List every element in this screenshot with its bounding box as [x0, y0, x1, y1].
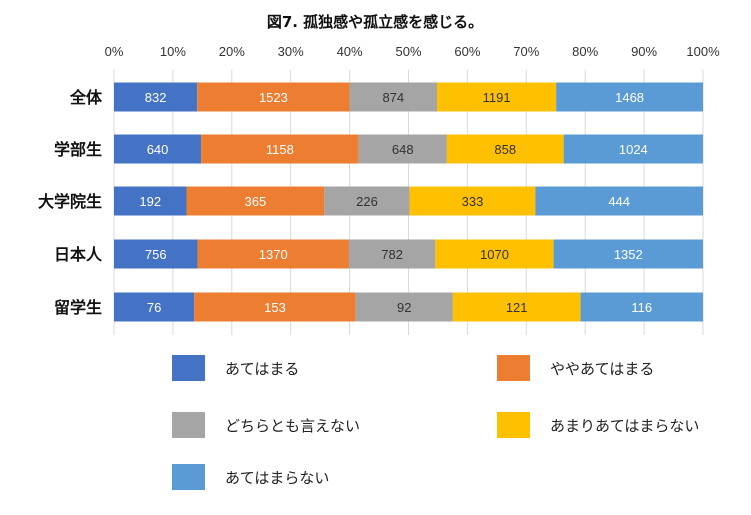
bar-segment: [358, 134, 447, 164]
legend-swatch: [172, 355, 205, 381]
category-label: 日本人: [54, 245, 103, 264]
data-label: 192: [139, 194, 161, 209]
data-label: 444: [608, 194, 630, 209]
data-label: 121: [506, 300, 528, 315]
category-label: 留学生: [54, 298, 102, 317]
bar-segment: [114, 186, 187, 216]
bar-segment: [409, 186, 536, 216]
bar-segment: [435, 239, 554, 269]
data-label: 1070: [480, 247, 509, 262]
legend-item: あまりあてはまらない: [497, 412, 699, 438]
legend-swatch: [172, 464, 205, 490]
bar-segment: [324, 186, 410, 216]
category-label: 全体: [69, 88, 103, 107]
x-tick-label: 80%: [572, 44, 598, 59]
bar-segment: [535, 186, 703, 216]
legend-swatch: [172, 412, 205, 438]
data-label: 832: [145, 90, 167, 105]
bar-segment: [563, 134, 703, 164]
x-tick-label: 10%: [160, 44, 186, 59]
bar-segment: [114, 82, 198, 112]
legend-item: あてはまらない: [172, 464, 329, 490]
x-tick-label: 100%: [686, 44, 720, 59]
data-label: 365: [245, 194, 267, 209]
data-label: 226: [356, 194, 378, 209]
x-tick-label: 40%: [337, 44, 363, 59]
x-axis-ticks: 0% 10% 20% 30% 40% 50% 60% 70% 80% 90% 100%: [105, 44, 720, 59]
data-label: 874: [382, 90, 404, 105]
legend-item: ややあてはまる: [497, 355, 654, 381]
category-label: 大学院生: [38, 192, 102, 211]
bar-segment: [197, 82, 350, 112]
data-label: 1523: [259, 90, 288, 105]
x-tick-label: 60%: [454, 44, 480, 59]
legend-item: どちらとも言えない: [172, 412, 360, 438]
data-label: 858: [494, 142, 516, 157]
bar-segment: [114, 292, 195, 322]
bar-segment: [186, 186, 325, 216]
data-label: 640: [147, 142, 169, 157]
legend-label: ややあてはまる: [550, 360, 654, 378]
data-label: 1352: [614, 247, 643, 262]
legend-label: どちらとも言えない: [225, 417, 360, 435]
data-label: 153: [264, 300, 286, 315]
data-label: 1468: [615, 90, 644, 105]
legend-item: あてはまる: [172, 355, 299, 381]
legend-swatch: [497, 355, 530, 381]
x-tick-label: 0%: [105, 44, 124, 59]
bar-segment: [452, 292, 581, 322]
data-label: 333: [462, 194, 484, 209]
legend-label: あてはまる: [225, 360, 299, 378]
data-label: 1024: [619, 142, 648, 157]
bar-segment: [556, 82, 703, 112]
bar-segment: [201, 134, 359, 164]
bar-segment: [446, 134, 564, 164]
bar-segment: [349, 82, 438, 112]
bar-segment: [553, 239, 703, 269]
bar-segment: [348, 239, 436, 269]
x-tick-label: 20%: [219, 44, 245, 59]
data-label: 782: [381, 247, 403, 262]
category-label: 学部生: [54, 140, 102, 159]
x-tick-label: 50%: [395, 44, 421, 59]
data-label: 756: [145, 247, 167, 262]
legend-swatch: [497, 412, 530, 438]
data-label: 1370: [259, 247, 288, 262]
bar-segment: [437, 82, 557, 112]
data-label: 648: [392, 142, 414, 157]
bar-segment: [194, 292, 356, 322]
bar-segment: [355, 292, 453, 322]
bars: 832 1523 874 1191 1468 640 1158 648 858 1024 192 36…: [114, 82, 703, 322]
data-label: 116: [631, 300, 652, 315]
legend-label: あてはまらない: [225, 469, 329, 487]
bar-segment: [114, 239, 198, 269]
bar-segment: [197, 239, 349, 269]
x-tick-label: 90%: [631, 44, 657, 59]
x-tick-label: 30%: [278, 44, 304, 59]
data-label: 1158: [266, 142, 294, 157]
data-label: 1191: [483, 90, 511, 105]
bar-segment: [114, 134, 202, 164]
legend-label: あまりあてはまらない: [550, 417, 699, 435]
bar-segment: [580, 292, 703, 322]
chart-title: 図7. 孤独感や孤立感を感じる。: [267, 13, 483, 31]
data-label: 76: [147, 300, 161, 315]
x-tick-label: 70%: [513, 44, 539, 59]
data-label: 92: [397, 300, 411, 315]
